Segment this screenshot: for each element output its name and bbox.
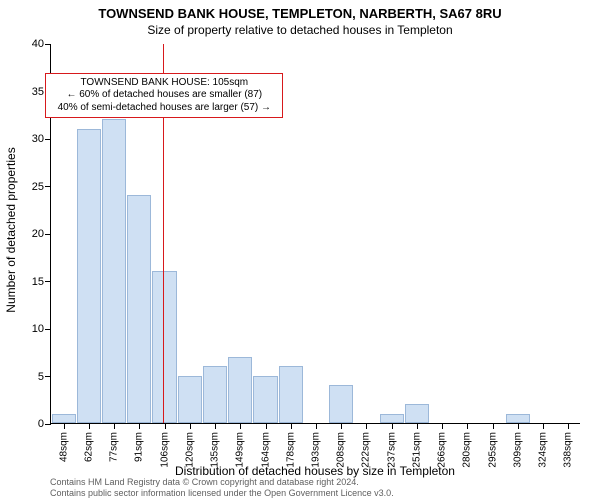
x-tick-label: 120sqm <box>184 432 195 468</box>
y-tick-label: 40 <box>20 38 44 50</box>
x-tick <box>518 423 519 429</box>
x-tick <box>266 423 267 429</box>
x-tick <box>417 423 418 429</box>
x-tick-label: 106sqm <box>159 432 170 468</box>
annotation-line: ← 60% of detached houses are smaller (87… <box>50 89 278 102</box>
x-tick-label: 295sqm <box>487 432 498 468</box>
x-tick <box>240 423 241 429</box>
x-tick-label: 338sqm <box>563 432 574 468</box>
x-tick-label: 48sqm <box>58 432 69 462</box>
x-tick-label: 280sqm <box>462 432 473 468</box>
histogram-bar <box>279 366 303 423</box>
histogram-bar <box>506 414 530 424</box>
x-tick-label: 208sqm <box>336 432 347 468</box>
x-tick-label: 135sqm <box>210 432 221 468</box>
y-tick-label: 5 <box>20 371 44 383</box>
y-tick <box>45 281 51 282</box>
x-tick <box>442 423 443 429</box>
y-tick <box>45 376 51 377</box>
x-tick-label: 266sqm <box>437 432 448 468</box>
x-tick <box>114 423 115 429</box>
annotation-line: 40% of semi-detached houses are larger (… <box>50 102 278 115</box>
x-tick <box>543 423 544 429</box>
annotation-box: TOWNSEND BANK HOUSE: 105sqm← 60% of deta… <box>45 73 283 119</box>
histogram-bar <box>253 376 277 424</box>
x-tick <box>291 423 292 429</box>
y-tick-label: 25 <box>20 181 44 193</box>
x-tick-label: 91sqm <box>134 432 145 462</box>
histogram-bar <box>380 414 404 424</box>
histogram-bar <box>329 385 353 423</box>
histogram-bar <box>405 404 429 423</box>
footer-attribution: Contains HM Land Registry data © Crown c… <box>50 477 394 498</box>
y-tick-label: 15 <box>20 276 44 288</box>
x-tick-label: 77sqm <box>109 432 120 462</box>
y-tick-label: 35 <box>20 86 44 98</box>
x-tick <box>316 423 317 429</box>
x-tick <box>64 423 65 429</box>
histogram-bar <box>77 129 101 424</box>
y-tick <box>45 424 51 425</box>
y-tick-label: 10 <box>20 323 44 335</box>
x-tick-label: 149sqm <box>235 432 246 468</box>
x-tick <box>139 423 140 429</box>
y-tick-label: 30 <box>20 133 44 145</box>
histogram-bar <box>152 271 176 423</box>
page-title: TOWNSEND BANK HOUSE, TEMPLETON, NARBERTH… <box>0 0 600 21</box>
plot-area: 051015202530354048sqm62sqm77sqm91sqm106s… <box>50 44 580 424</box>
footer-line-2: Contains public sector information licen… <box>50 488 394 498</box>
y-tick-label: 0 <box>20 418 44 430</box>
y-tick <box>45 139 51 140</box>
y-tick <box>45 329 51 330</box>
x-tick-label: 251sqm <box>411 432 422 468</box>
x-tick <box>568 423 569 429</box>
x-tick-label: 193sqm <box>311 432 322 468</box>
histogram-bar <box>178 376 202 424</box>
x-axis-label: Distribution of detached houses by size … <box>50 464 580 478</box>
histogram-bar <box>203 366 227 423</box>
x-tick <box>215 423 216 429</box>
footer-line-1: Contains HM Land Registry data © Crown c… <box>50 477 394 487</box>
histogram-bar <box>228 357 252 424</box>
y-axis-label: Number of detached properties <box>4 10 18 230</box>
chart-area: 051015202530354048sqm62sqm77sqm91sqm106s… <box>50 44 580 424</box>
x-tick <box>165 423 166 429</box>
histogram-bar <box>52 414 76 424</box>
y-tick <box>45 234 51 235</box>
y-tick-label: 20 <box>20 228 44 240</box>
x-tick-label: 324sqm <box>538 432 549 468</box>
x-tick-label: 222sqm <box>361 432 372 468</box>
x-tick <box>493 423 494 429</box>
x-tick-label: 237sqm <box>386 432 397 468</box>
x-tick-label: 164sqm <box>260 432 271 468</box>
x-tick <box>190 423 191 429</box>
x-tick-label: 62sqm <box>83 432 94 462</box>
x-tick <box>392 423 393 429</box>
histogram-bar <box>102 119 126 423</box>
x-tick-label: 309sqm <box>512 432 523 468</box>
x-tick <box>366 423 367 429</box>
annotation-line: TOWNSEND BANK HOUSE: 105sqm <box>50 77 278 90</box>
x-tick <box>341 423 342 429</box>
x-tick-label: 178sqm <box>285 432 296 468</box>
x-tick <box>89 423 90 429</box>
y-tick <box>45 44 51 45</box>
histogram-bar <box>127 195 151 423</box>
y-tick <box>45 186 51 187</box>
page-subtitle: Size of property relative to detached ho… <box>0 21 600 41</box>
x-tick <box>467 423 468 429</box>
